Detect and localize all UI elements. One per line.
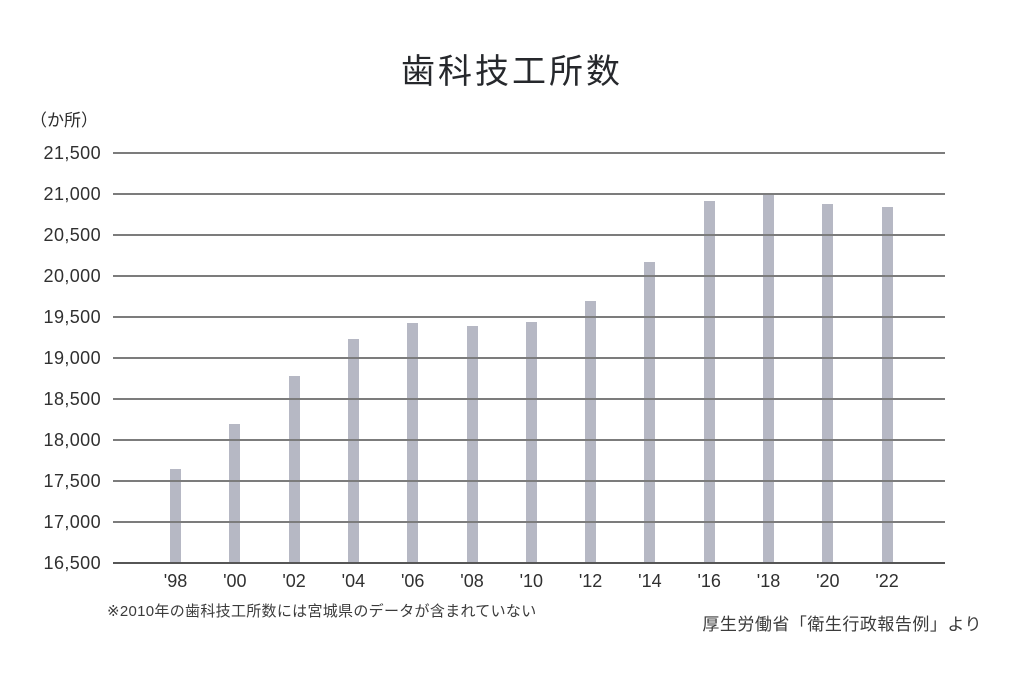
- x-axis-tick-label: '98: [163, 571, 188, 591]
- gridline: [113, 193, 945, 195]
- chart-bar-00: [229, 423, 241, 563]
- y-axis-tick-label: 19,000: [43, 348, 101, 368]
- chart-bar-02: [288, 376, 300, 563]
- x-axis-tick-label: '20: [816, 571, 840, 591]
- chart-bar-98: [170, 468, 181, 563]
- y-axis-tick-label: 21,000: [43, 184, 101, 204]
- plot-area: '98 '00 '02 '04 '06 '08 '10 '12 '14 '16 '18 '20 '22 2…: [44, 143, 945, 591]
- y-axis-tick-label: 18,500: [43, 389, 101, 409]
- gridline: [113, 480, 945, 482]
- gridline: [113, 316, 945, 318]
- y-axis-tick-label: 16,500: [43, 553, 101, 573]
- x-axis-tick-label: '22: [875, 571, 899, 591]
- chart-title: 歯科技工所数: [401, 53, 623, 91]
- chart-bar-14: [644, 261, 656, 563]
- y-axis-unit-label: （か所）: [30, 111, 98, 130]
- chart-bar-10: [525, 321, 537, 563]
- x-axis-line: [113, 561, 945, 565]
- gridline: [113, 398, 945, 400]
- gridline: [113, 439, 945, 441]
- x-axis-tick-label: '14: [638, 571, 662, 591]
- y-axis-tick-label: 17,500: [43, 471, 101, 491]
- gridline: [113, 275, 945, 277]
- y-axis-tick-label: 20,000: [43, 266, 101, 286]
- gridline: [113, 152, 945, 154]
- gridline: [113, 357, 945, 359]
- x-axis-tick-label: '16: [697, 571, 721, 591]
- x-axis-tick-label: '04: [341, 571, 366, 591]
- x-axis-tick-label: '06: [400, 571, 425, 591]
- chart-bar-22: [881, 207, 893, 563]
- gridline: [113, 234, 945, 236]
- gridline: [113, 521, 945, 523]
- y-axis-tick-label: 20,500: [43, 225, 101, 245]
- footnote: ※2010年の歯科技工所数には宮城県のデータが含まれていない: [107, 603, 537, 620]
- y-axis-tick-label: 21,500: [43, 143, 101, 163]
- x-axis-tick-label: '00: [223, 571, 247, 591]
- chart-bar-16: [703, 200, 715, 563]
- chart-bar-20: [822, 203, 834, 563]
- source-credit: 厚生労働省「衛生行政報告例」より: [702, 615, 982, 634]
- y-axis-tick-label: 18,000: [43, 430, 101, 450]
- x-axis-tick-label: '08: [460, 571, 484, 591]
- chart-bar-08: [466, 326, 478, 563]
- x-axis-tick-label: '10: [519, 571, 544, 591]
- chart-bar-12: [585, 300, 597, 563]
- x-axis-tick-label: '02: [282, 571, 306, 591]
- chart-bar-04: [347, 339, 359, 563]
- x-axis-tick-label: '18: [756, 571, 781, 591]
- chart-bar-06: [407, 322, 419, 563]
- y-axis-tick-label: 17,000: [43, 512, 101, 532]
- y-axis-tick-label: 19,500: [43, 307, 101, 327]
- x-axis-tick-label: '12: [578, 571, 603, 591]
- chart-bar-18: [763, 193, 774, 563]
